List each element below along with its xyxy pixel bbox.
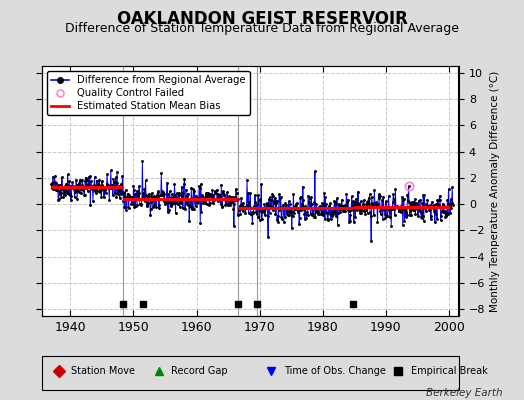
Y-axis label: Monthly Temperature Anomaly Difference (°C): Monthly Temperature Anomaly Difference (… (489, 70, 499, 312)
Legend: Difference from Regional Average, Quality Control Failed, Estimated Station Mean: Difference from Regional Average, Qualit… (47, 71, 249, 115)
Text: Berkeley Earth: Berkeley Earth (427, 388, 503, 398)
Text: OAKLANDON GEIST RESERVOIR: OAKLANDON GEIST RESERVOIR (116, 10, 408, 28)
Text: Time of Obs. Change: Time of Obs. Change (283, 366, 386, 376)
Text: Record Gap: Record Gap (171, 366, 228, 376)
Text: Empirical Break: Empirical Break (411, 366, 487, 376)
Text: Station Move: Station Move (71, 366, 135, 376)
Text: Difference of Station Temperature Data from Regional Average: Difference of Station Temperature Data f… (65, 22, 459, 35)
